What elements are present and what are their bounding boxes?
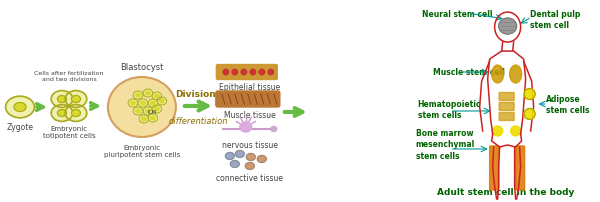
Ellipse shape [226, 153, 235, 160]
Ellipse shape [259, 70, 265, 75]
Ellipse shape [142, 118, 146, 121]
Ellipse shape [271, 127, 277, 132]
FancyBboxPatch shape [216, 92, 280, 107]
Ellipse shape [51, 91, 73, 108]
Text: Blastocyst: Blastocyst [120, 63, 164, 72]
Ellipse shape [223, 70, 229, 75]
Ellipse shape [136, 110, 140, 113]
Ellipse shape [491, 66, 503, 84]
Text: Embryonic
pluripotent stem cells: Embryonic pluripotent stem cells [104, 144, 180, 158]
Ellipse shape [139, 115, 149, 123]
Text: Epithelial tissue: Epithelial tissue [219, 83, 280, 92]
FancyBboxPatch shape [515, 146, 524, 190]
Ellipse shape [71, 110, 80, 117]
Ellipse shape [108, 78, 176, 137]
Ellipse shape [58, 96, 67, 103]
Ellipse shape [230, 161, 239, 168]
Ellipse shape [245, 163, 254, 170]
Text: Adult stem cell in the body: Adult stem cell in the body [437, 187, 574, 196]
Text: ICM: ICM [148, 110, 157, 115]
Ellipse shape [155, 108, 159, 111]
Ellipse shape [152, 105, 161, 114]
Ellipse shape [509, 66, 521, 84]
Ellipse shape [148, 100, 158, 107]
Ellipse shape [133, 107, 143, 115]
Ellipse shape [148, 114, 158, 122]
Text: Cells after fertilization
and two divisions: Cells after fertilization and two divisi… [34, 70, 104, 82]
Ellipse shape [257, 156, 266, 163]
Ellipse shape [138, 100, 148, 107]
FancyBboxPatch shape [499, 113, 514, 121]
Text: Neural stem cell: Neural stem cell [422, 10, 493, 19]
Ellipse shape [65, 105, 87, 122]
FancyBboxPatch shape [499, 103, 514, 111]
Ellipse shape [151, 117, 155, 120]
Text: Embryonic
totipotent cells: Embryonic totipotent cells [43, 125, 95, 139]
Ellipse shape [240, 122, 252, 132]
Text: Muscle stem cell: Muscle stem cell [433, 67, 505, 76]
Ellipse shape [131, 102, 135, 105]
Text: differentiation: differentiation [168, 116, 227, 125]
Ellipse shape [247, 154, 256, 161]
Text: Adipose
stem cells: Adipose stem cells [545, 95, 589, 115]
Ellipse shape [14, 103, 26, 112]
Ellipse shape [524, 89, 535, 100]
Ellipse shape [232, 70, 238, 75]
Ellipse shape [143, 107, 152, 115]
Ellipse shape [511, 126, 521, 136]
Text: Dental pulp
stem cell: Dental pulp stem cell [530, 10, 580, 30]
Ellipse shape [235, 151, 244, 158]
Ellipse shape [152, 93, 161, 101]
Ellipse shape [128, 100, 137, 107]
Text: Muscle tissue: Muscle tissue [224, 110, 276, 119]
Text: Divisions: Divisions [175, 89, 221, 99]
FancyBboxPatch shape [217, 65, 277, 80]
Ellipse shape [146, 92, 150, 95]
Ellipse shape [133, 92, 143, 100]
Ellipse shape [250, 70, 256, 75]
Ellipse shape [71, 96, 80, 103]
FancyBboxPatch shape [499, 93, 514, 101]
Ellipse shape [5, 97, 34, 118]
Ellipse shape [136, 94, 140, 97]
Ellipse shape [51, 105, 73, 122]
Text: connective tissue: connective tissue [217, 173, 283, 182]
Ellipse shape [58, 110, 67, 117]
Ellipse shape [155, 95, 159, 98]
Text: Zygote: Zygote [7, 122, 34, 131]
Ellipse shape [493, 126, 503, 136]
Ellipse shape [140, 102, 145, 105]
Text: nervous tissue: nervous tissue [222, 140, 278, 149]
Ellipse shape [65, 91, 87, 108]
Text: Hematopoietic
stem cells: Hematopoietic stem cells [418, 99, 481, 119]
Ellipse shape [146, 110, 150, 113]
Ellipse shape [268, 70, 274, 75]
Ellipse shape [241, 70, 247, 75]
Ellipse shape [160, 100, 164, 103]
Ellipse shape [524, 109, 535, 120]
Ellipse shape [151, 102, 155, 105]
FancyBboxPatch shape [490, 146, 499, 190]
Ellipse shape [143, 89, 152, 98]
Ellipse shape [157, 98, 167, 105]
Ellipse shape [499, 19, 517, 35]
Text: Bone marrow
mesenchymal
stem cells: Bone marrow mesenchymal stem cells [416, 129, 475, 160]
